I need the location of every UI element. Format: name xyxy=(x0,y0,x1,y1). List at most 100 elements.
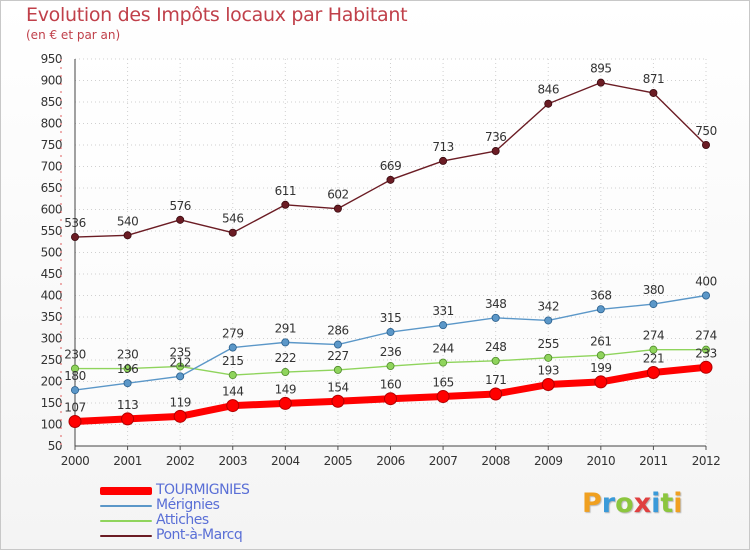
data-point xyxy=(594,375,608,389)
data-label: 536 xyxy=(64,216,85,230)
data-point xyxy=(541,378,555,392)
data-label: 669 xyxy=(380,159,401,173)
legend-swatch xyxy=(100,535,152,537)
data-point xyxy=(439,321,448,330)
data-label: 348 xyxy=(485,297,506,311)
data-label: 540 xyxy=(117,214,138,228)
y-tick-label: 700 xyxy=(41,160,62,174)
logo-letter: t xyxy=(660,488,674,519)
data-label: 199 xyxy=(590,361,611,375)
y-tick-label: 950 xyxy=(41,52,62,66)
y-tick-label: 400 xyxy=(41,289,62,303)
x-tick-label: 2001 xyxy=(113,454,142,468)
legend-entry: TOURMIGNIES xyxy=(100,482,400,499)
logo-letter: i xyxy=(651,488,661,519)
data-point xyxy=(646,365,660,379)
data-label: 546 xyxy=(222,212,243,226)
data-label: 750 xyxy=(695,124,716,138)
data-label: 165 xyxy=(432,376,453,390)
data-label: 233 xyxy=(695,346,716,360)
data-point xyxy=(71,364,80,373)
data-label: 279 xyxy=(222,327,243,341)
legend-label: Pont-à-Marcq xyxy=(156,527,243,543)
data-point xyxy=(491,147,500,156)
x-tick-label: 2006 xyxy=(376,454,405,468)
data-label: 846 xyxy=(538,83,559,97)
x-tick-label: 2000 xyxy=(61,454,90,468)
y-tick-label: 550 xyxy=(41,224,62,238)
data-point xyxy=(333,204,342,213)
data-label: 895 xyxy=(590,62,611,76)
data-point xyxy=(176,362,185,371)
data-point xyxy=(544,316,553,325)
data-point xyxy=(123,231,132,240)
legend-entry: Mérignies xyxy=(100,497,400,514)
data-label: 736 xyxy=(485,130,506,144)
y-tick-label: 250 xyxy=(41,353,62,367)
data-label: 342 xyxy=(538,299,559,313)
data-point xyxy=(281,338,290,347)
data-point xyxy=(386,175,395,184)
data-label: 291 xyxy=(275,321,296,335)
data-label: 576 xyxy=(169,199,190,213)
data-point xyxy=(176,372,185,381)
data-point xyxy=(384,392,397,406)
y-tick-label: 850 xyxy=(41,95,62,109)
x-tick-label: 2010 xyxy=(587,454,616,468)
series-pont-marcq xyxy=(71,78,711,242)
data-label: 113 xyxy=(117,398,138,412)
logo-letter: P xyxy=(582,488,602,519)
data-point xyxy=(699,360,713,374)
data-label: 244 xyxy=(432,342,453,356)
data-label: 196 xyxy=(117,362,138,376)
data-point xyxy=(281,200,290,209)
data-label: 215 xyxy=(222,354,243,368)
data-label: 227 xyxy=(327,349,348,363)
data-label: 274 xyxy=(643,329,664,343)
data-label: 222 xyxy=(275,351,296,365)
data-label: 274 xyxy=(695,329,716,343)
data-label: 611 xyxy=(275,184,296,198)
legend-label: Mérignies xyxy=(156,497,220,513)
legend-swatch xyxy=(100,487,152,495)
series-m-rignies xyxy=(71,291,711,395)
y-tick-label: 650 xyxy=(41,181,62,195)
data-point xyxy=(649,88,658,97)
series-tourmignies xyxy=(68,360,713,428)
y-tick-label: 750 xyxy=(41,138,62,152)
data-point xyxy=(439,156,448,165)
data-point xyxy=(386,328,395,337)
data-point xyxy=(228,228,237,237)
data-label: 368 xyxy=(590,288,611,302)
data-point xyxy=(491,356,500,365)
data-point xyxy=(123,364,132,373)
y-tick-label: 300 xyxy=(41,332,62,346)
y-tick-label: 100 xyxy=(41,418,62,432)
legend-entry: Pont-à-Marcq xyxy=(100,527,400,544)
data-point xyxy=(228,343,237,352)
data-label: 235 xyxy=(169,345,190,359)
data-point xyxy=(544,353,553,362)
data-label: 286 xyxy=(327,324,348,338)
data-point xyxy=(278,396,292,410)
data-label: 331 xyxy=(432,304,453,318)
data-point xyxy=(702,345,711,354)
data-point xyxy=(436,390,450,404)
data-point xyxy=(121,412,135,426)
data-label: 171 xyxy=(485,373,506,387)
data-label: 107 xyxy=(64,400,85,414)
series-attiches xyxy=(71,345,711,380)
data-point xyxy=(702,291,711,300)
legend-entry: Attiches xyxy=(100,512,400,529)
data-label: 400 xyxy=(695,275,716,289)
data-label: 261 xyxy=(590,334,611,348)
data-label: 144 xyxy=(222,385,243,399)
logo-letter: o xyxy=(615,488,634,519)
data-point xyxy=(123,379,132,388)
x-tick-label: 2003 xyxy=(218,454,247,468)
data-point xyxy=(544,99,553,108)
data-point xyxy=(649,345,658,354)
x-tick-label: 2004 xyxy=(271,454,300,468)
data-label: 248 xyxy=(485,340,506,354)
data-point xyxy=(491,313,500,322)
